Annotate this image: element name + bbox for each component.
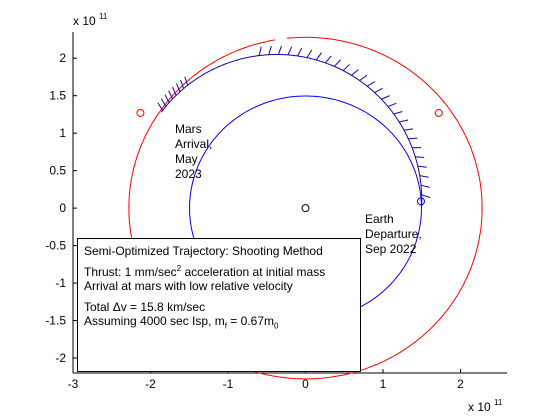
thrust-vector-tick [366, 81, 376, 87]
thrust-vector-tick [287, 46, 293, 56]
thrust-vector-tick [160, 98, 167, 107]
earth-departure-marker [416, 197, 425, 206]
y-tick-label: -1 [55, 276, 66, 290]
thrust-vector-tick [268, 45, 272, 55]
y-tick-label: 1.5 [49, 89, 66, 103]
y-tick-label: 0.5 [49, 164, 66, 178]
thrust-vector-tick [258, 46, 262, 56]
x-tick-label: 0 [302, 377, 309, 391]
thrust-vector-tick [297, 47, 303, 57]
mars-arrival-marker [136, 108, 145, 117]
thrust-vector-tick [381, 95, 390, 100]
legend-line-delta-v: Total Δv = 15.8 km/sec [84, 300, 206, 314]
y-tick-label: 2 [59, 51, 66, 65]
mars-orbit [128, 36, 483, 380]
earth-departure-label: Earth Departure, Sep 2022 [365, 212, 422, 256]
thrust-vector-tick [157, 102, 164, 111]
x-tick-label: -2 [145, 377, 156, 391]
x-axis-multiplier-exponent: 11 [494, 398, 503, 407]
thrust-vector-tick [393, 111, 403, 115]
mars-arrival-label-line: Arrival, [175, 137, 212, 151]
earth-departure-label-line: Sep 2022 [365, 242, 417, 256]
thrust-vector-tick [374, 87, 383, 93]
thrust-vector-tick [180, 79, 185, 89]
x-tick-label: 1 [380, 377, 387, 391]
earth-orbit [189, 95, 422, 321]
thrust-vector-tick [351, 69, 359, 76]
thrust-vector-tick [172, 86, 177, 96]
y-tick-label: -2 [55, 351, 66, 365]
y-tick-label: -0.5 [45, 239, 66, 253]
position-markers [136, 108, 443, 213]
annotation-box: Semi-Optimized Trajectory: Shooting Meth… [77, 238, 361, 372]
y-tick-label: 1 [59, 126, 66, 140]
y-axis-multiplier: x 10 11 [73, 12, 108, 28]
thrust-vector-tick [399, 119, 409, 123]
thrust-vector-tick [417, 165, 427, 168]
thrust-vector-tick [403, 128, 414, 131]
thrust-vector-tick [419, 175, 429, 178]
thrust-vector-tick [421, 194, 431, 199]
mars-at-departure-marker [434, 108, 443, 117]
earth-departure-label-line: Departure, [365, 227, 422, 241]
thrust-vector-tick [387, 102, 397, 107]
thrust-vector-tick [315, 52, 322, 61]
annotation-labels: Mars Arrival, May 2023 Earth Departure, Sep 20… [175, 122, 422, 256]
legend-line-thrust: Thrust: 1 mm/sec2 acceleration at initia… [84, 264, 326, 280]
thrust-vector-tick [164, 94, 170, 103]
legend-line-isp: Assuming 4000 sec Isp, mf = 0.67m0 [84, 314, 279, 331]
thrust-vector-tick [420, 184, 430, 188]
thrust-vector-tick [306, 49, 313, 58]
sun-marker [301, 204, 310, 213]
mars-arrival-label-line: 2023 [175, 167, 202, 181]
mars-arrival-label-line: Mars [175, 122, 202, 136]
thrust-vector-tick [325, 55, 332, 64]
legend-line-arrival: Arrival at mars with low relative veloci… [84, 279, 293, 293]
legend-line-title: Semi-Optimized Trajectory: Shooting Meth… [84, 244, 323, 258]
thrust-vector-tick [168, 90, 174, 100]
orbit-series [128, 36, 483, 380]
y-tick-label: 0 [59, 201, 66, 215]
thrust-vector-tick [342, 64, 351, 71]
thrust-vector-tick [408, 137, 418, 140]
thrust-vector-tick [277, 45, 282, 55]
thrust-vector-tick [184, 76, 189, 86]
thrust-vector-tick [359, 74, 368, 81]
mars-arrival-label: Mars Arrival, May 2023 [175, 122, 212, 181]
earth-departure-label-line: Earth [365, 212, 394, 226]
x-axis-multiplier: x 10 11 [468, 398, 503, 414]
mars-arrival-label-line: May [175, 152, 198, 166]
y-tick-label: -1.5 [45, 314, 66, 328]
thrust-vector-tick [334, 59, 341, 67]
x-tick-label: -3 [68, 377, 79, 391]
thrust-vector-tick [176, 83, 181, 93]
y-axis-multiplier-exponent: 11 [99, 12, 108, 21]
transfer-trajectory [160, 54, 423, 208]
x-tick-label: -1 [223, 377, 234, 391]
x-tick-label: 2 [457, 377, 464, 391]
